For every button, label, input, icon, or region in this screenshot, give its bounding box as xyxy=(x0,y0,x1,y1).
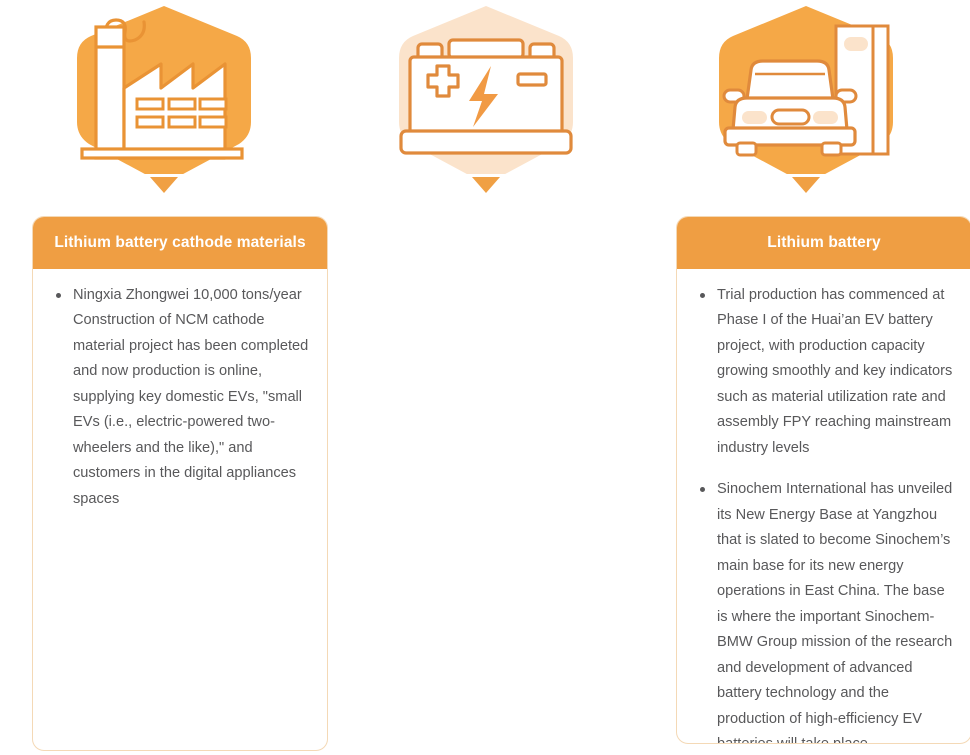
ev-charging-icon xyxy=(711,4,901,174)
down-arrow-icon-3 xyxy=(791,176,821,194)
down-arrow-icon-2 xyxy=(471,176,501,194)
icon-zone-3 xyxy=(658,0,954,200)
bullet-text: Trial production has commenced at Phase … xyxy=(717,286,953,456)
card-lithium-battery-cathode-materials: Lithium battery cathode materials Ningxi… xyxy=(32,216,328,751)
factory-icon xyxy=(69,4,259,174)
card-body-2: Trial production has commenced at Phase … xyxy=(677,269,970,743)
icon-zone-1 xyxy=(16,0,312,200)
bullet-text: Sinochem International has unveiled its … xyxy=(717,481,953,743)
battery-icon xyxy=(391,4,581,174)
card-header-2: Lithium battery xyxy=(677,217,970,269)
list-item: Ningxia Zhongwei 10,000 tons/year Constr… xyxy=(49,283,309,513)
bullet-text: Ningxia Zhongwei 10,000 tons/year Constr… xyxy=(73,286,309,507)
list-item: Trial production has commenced at Phase … xyxy=(693,283,953,462)
card-lithium-battery: Lithium battery Trial production has com… xyxy=(676,216,970,744)
list-item: Sinochem International has unveiled its … xyxy=(693,477,953,743)
down-arrow-icon-1 xyxy=(149,176,179,194)
icon-zone-2 xyxy=(338,0,634,200)
bullet-list-1: Ningxia Zhongwei 10,000 tons/year Constr… xyxy=(49,283,309,513)
column-lithium-battery-cathode-materials: Lithium battery cathode materials Ningxi… xyxy=(16,0,328,751)
column-lithium-battery-recycling: Lithium battery recycling Hebei Sinochem… xyxy=(658,0,954,200)
column-lithium-battery: Lithium battery Trial production has com… xyxy=(338,0,970,744)
bullet-list-2: Trial production has commenced at Phase … xyxy=(693,283,953,743)
card-body-1: Ningxia Zhongwei 10,000 tons/year Constr… xyxy=(33,269,327,529)
card-header-1: Lithium battery cathode materials xyxy=(33,217,327,269)
